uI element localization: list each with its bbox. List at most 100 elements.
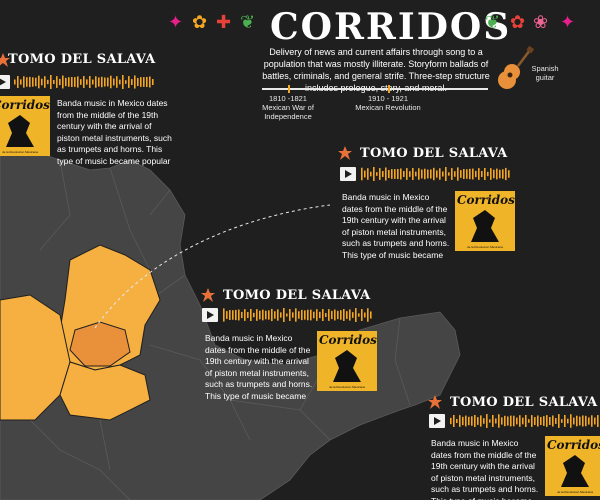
waveform-bar bbox=[274, 311, 276, 319]
waveform-bar bbox=[591, 415, 593, 427]
waveform-bar bbox=[223, 308, 225, 322]
waveform-bar bbox=[448, 172, 450, 176]
waveform-bar bbox=[283, 308, 285, 322]
song-title: TOMO DEL SALAVA bbox=[360, 146, 508, 161]
waveform-bar bbox=[250, 309, 252, 321]
song-description: Banda music in Mexico dates from the mid… bbox=[431, 438, 539, 500]
waveform-bar bbox=[122, 75, 124, 89]
waveform-bar bbox=[567, 418, 569, 424]
waveform-bar bbox=[478, 168, 480, 180]
waveform-bar bbox=[540, 416, 542, 426]
waveform-bar bbox=[316, 309, 318, 321]
waveform-bar bbox=[508, 170, 510, 178]
waveform-bar bbox=[531, 415, 533, 427]
waveform-bar bbox=[262, 309, 264, 321]
waveform-bar bbox=[295, 308, 297, 322]
audio-waveform[interactable] bbox=[450, 414, 600, 428]
waveform-bar bbox=[382, 171, 384, 177]
waveform-bar bbox=[346, 311, 348, 319]
waveform-bar bbox=[143, 77, 145, 87]
waveform-bar bbox=[502, 169, 504, 179]
waveform-bar bbox=[442, 171, 444, 177]
waveform-bar bbox=[546, 415, 548, 427]
waveform-bar bbox=[573, 417, 575, 425]
waveform-bar bbox=[17, 76, 19, 88]
waveform-bar bbox=[128, 76, 130, 88]
audio-waveform[interactable] bbox=[361, 167, 511, 181]
waveform-bar bbox=[259, 310, 261, 320]
waveform-bar bbox=[463, 169, 465, 179]
waveform-bar bbox=[436, 170, 438, 178]
album-cover: Corridos de la Revolucion Mexicana bbox=[317, 331, 377, 391]
waveform-bar bbox=[427, 169, 429, 179]
album-caption: de la Revolucion Mexicana bbox=[557, 490, 593, 494]
waveform-bar bbox=[516, 417, 518, 425]
timeline-event-dates: 1910 - 1921 bbox=[367, 94, 409, 103]
waveform-bar bbox=[507, 416, 509, 426]
waveform-bar bbox=[406, 168, 408, 180]
waveform-bar bbox=[418, 168, 420, 180]
waveform-bar bbox=[20, 79, 22, 85]
play-button[interactable] bbox=[202, 308, 218, 322]
waveform-bar bbox=[370, 311, 372, 319]
waveform-bar bbox=[104, 77, 106, 87]
waveform-bar bbox=[585, 415, 587, 427]
waveform-bar bbox=[445, 167, 447, 181]
waveform-bar bbox=[367, 168, 369, 180]
timeline-event: 1910 - 1921 Mexican Revolution bbox=[348, 94, 428, 112]
song-description: Banda music in Mexico dates from the mid… bbox=[342, 192, 450, 260]
audio-waveform[interactable] bbox=[14, 75, 154, 89]
waveform-bar bbox=[229, 310, 231, 320]
waveform-bar bbox=[149, 76, 151, 88]
waveform-bar bbox=[277, 309, 279, 321]
play-button[interactable] bbox=[340, 167, 356, 181]
song-description: Banda music in Mexico dates from the mid… bbox=[205, 333, 313, 401]
waveform-bar bbox=[47, 79, 49, 85]
waveform-bar bbox=[113, 78, 115, 86]
waveform-bar bbox=[487, 171, 489, 177]
waveform-bar bbox=[14, 79, 16, 85]
waveform-bar bbox=[304, 310, 306, 320]
waveform-bar bbox=[537, 415, 539, 427]
waveform-bar bbox=[505, 167, 507, 181]
album-cover: Corridos de la Revolucion Mexicana bbox=[0, 96, 50, 156]
waveform-bar bbox=[292, 312, 294, 318]
play-button[interactable] bbox=[0, 75, 10, 89]
waveform-bar bbox=[265, 310, 267, 320]
waveform-bar bbox=[496, 168, 498, 180]
map-highlight-region-south bbox=[59, 361, 151, 421]
waveform-bar bbox=[472, 168, 474, 180]
waveform-bar bbox=[238, 309, 240, 321]
waveform-bar bbox=[280, 312, 282, 318]
waveform-bar bbox=[44, 76, 46, 88]
album-title: Corridos bbox=[457, 193, 515, 207]
waveform-bar bbox=[492, 415, 494, 427]
timeline-event-label: Mexican Revolution bbox=[355, 103, 421, 112]
waveform-bar bbox=[400, 168, 402, 180]
audio-waveform[interactable] bbox=[223, 308, 373, 322]
flower-magenta-icon: ✦ bbox=[560, 12, 576, 32]
waveform-bar bbox=[256, 309, 258, 321]
waveform-bar bbox=[510, 415, 512, 427]
waveform-bar bbox=[528, 419, 530, 423]
waveform-bar bbox=[513, 415, 515, 427]
waveform-bar bbox=[465, 415, 467, 427]
play-button[interactable] bbox=[429, 414, 445, 428]
waveform-bar bbox=[131, 79, 133, 85]
waveform-bar bbox=[468, 416, 470, 426]
waveform-bar bbox=[328, 309, 330, 321]
waveform-bar bbox=[310, 309, 312, 321]
waveform-bar bbox=[23, 76, 25, 88]
waveform-bar bbox=[89, 76, 91, 88]
waveform-bar bbox=[459, 415, 461, 427]
waveform-bar bbox=[50, 75, 52, 89]
waveform-bar bbox=[481, 170, 483, 178]
waveform-bar bbox=[80, 79, 82, 85]
waveform-bar bbox=[576, 415, 578, 427]
waveform-bar bbox=[450, 417, 452, 425]
waveform-bar bbox=[451, 168, 453, 180]
waveform-bar bbox=[588, 417, 590, 425]
waveform-bar bbox=[466, 169, 468, 179]
waveform-bar bbox=[412, 168, 414, 180]
